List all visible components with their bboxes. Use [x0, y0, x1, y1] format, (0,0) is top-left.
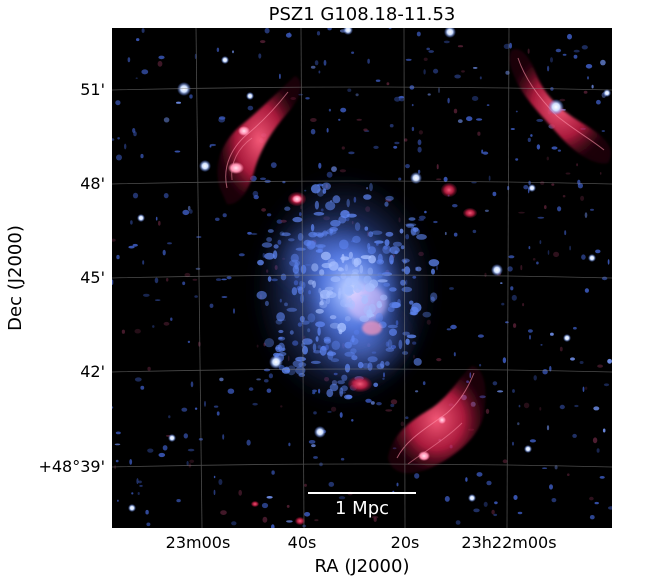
y-tick-label: 45': [80, 268, 105, 287]
x-tick-label: 40s: [287, 533, 317, 552]
figure-title: PSZ1 G108.18-11.53: [268, 4, 456, 25]
x-axis-label: RA (J2000): [314, 556, 410, 577]
x-tick-label: 23h22m00s: [461, 533, 557, 552]
xray-emission: [252, 172, 440, 408]
scale-bar-label: 1 Mpc: [335, 498, 389, 519]
y-axis-label: Dec (J2000): [5, 225, 26, 331]
radio-relic-south: [388, 366, 486, 474]
point-sources: [128, 28, 611, 512]
scale-bar: 1 Mpc: [308, 492, 416, 519]
sky-image: 1 Mpc: [112, 28, 612, 528]
x-tick-label: 23m00s: [165, 533, 231, 552]
y-tick-label: 51': [80, 80, 105, 99]
radio-relic-northwest: [217, 76, 301, 205]
coordinate-grid: [112, 28, 612, 528]
y-tick-label: 42': [80, 362, 105, 381]
compact-radio-sources: [251, 183, 477, 525]
radio-relic-northeast: [509, 49, 611, 164]
x-tick-label: 20s: [390, 533, 420, 552]
y-tick-label: 48': [80, 174, 105, 193]
y-tick-label: +48°39': [38, 457, 105, 476]
